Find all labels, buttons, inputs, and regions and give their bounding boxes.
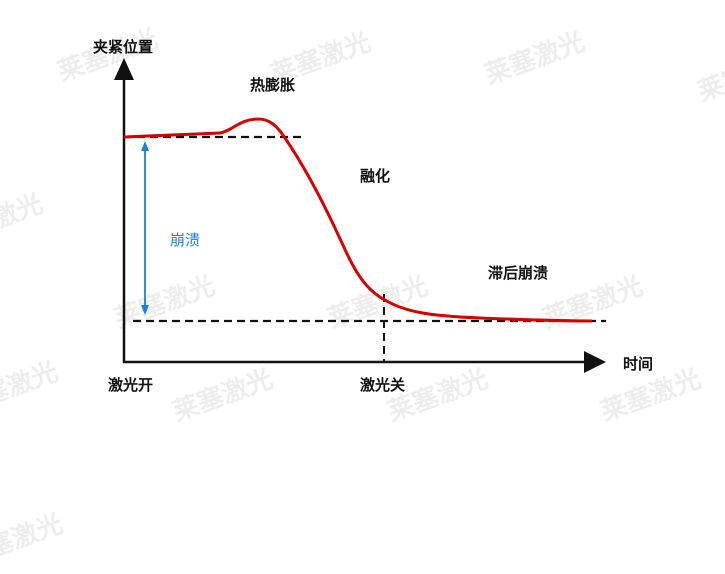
watermark: 莱塞激光 <box>0 508 67 573</box>
clamp-position-curve <box>123 117 593 323</box>
thermal-expansion-label: 热膨胀 <box>250 76 296 94</box>
laser-on-label: 激光开 <box>108 376 154 394</box>
x-axis-arrow-icon <box>584 351 606 373</box>
laser-off-label: 激光关 <box>360 376 406 394</box>
collapse-label: 崩溃 <box>170 231 201 249</box>
y-axis-arrow-icon <box>114 58 134 80</box>
y-axis-label: 夹紧位置 <box>93 38 154 56</box>
diagram <box>114 58 606 373</box>
arrow-down-icon <box>141 305 149 315</box>
x-axis-label: 时间 <box>623 355 654 373</box>
delayed-collapse-label: 滞后崩溃 <box>488 264 549 282</box>
arrow-up-icon <box>141 141 149 151</box>
melting-label: 融化 <box>360 167 391 185</box>
